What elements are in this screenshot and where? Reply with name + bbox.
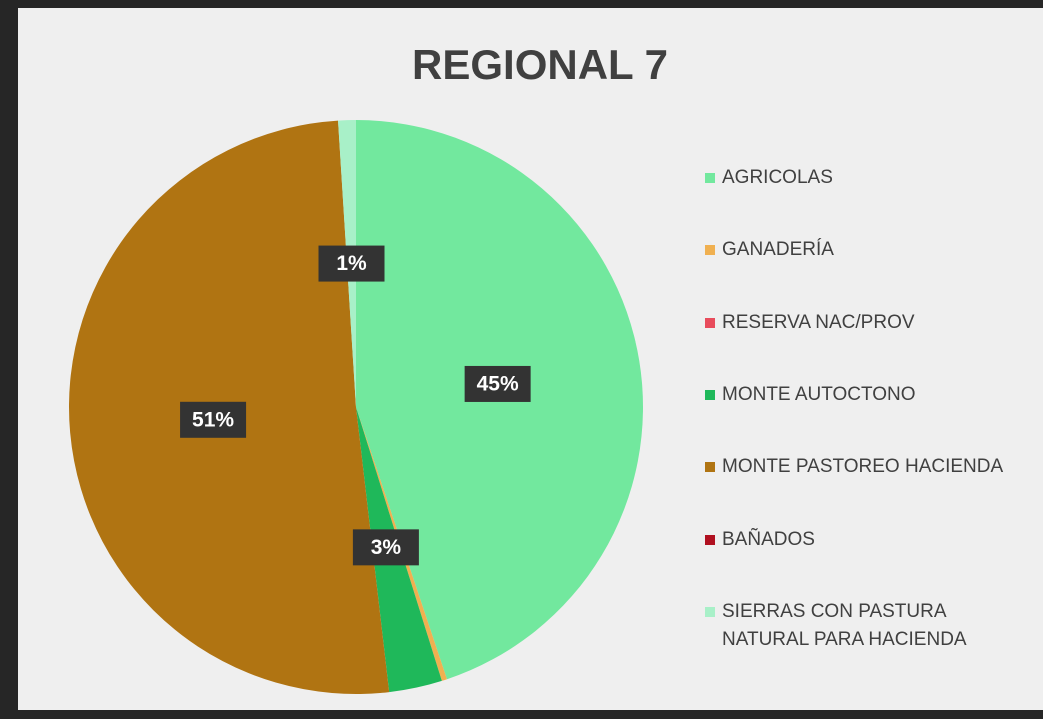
legend-swatch: [705, 534, 715, 545]
legend-label: AGRICOLAS: [722, 167, 833, 188]
pie-slice: [338, 120, 356, 407]
data-label-box: [352, 529, 419, 566]
legend-item: RESERVA NAC/PROV: [705, 312, 1027, 337]
data-label-box: [180, 401, 247, 438]
legend-item: MONTE PASTOREO HACIENDA: [705, 456, 1027, 481]
data-label: 45%: [477, 372, 519, 395]
data-label-box: [318, 245, 385, 282]
legend-label: BAÑADOS: [722, 528, 815, 550]
legend-item: GANADERÍA: [705, 239, 1027, 264]
data-label-box: [464, 365, 531, 402]
legend-swatch: [705, 317, 715, 328]
legend-label: RESERVA NAC/PROV: [722, 311, 915, 333]
legend-label: MONTE AUTOCTONO: [722, 383, 916, 405]
data-label: 1%: [336, 252, 367, 275]
legend-swatch: [705, 173, 715, 183]
legend-item: MONTE AUTOCTONO: [705, 384, 1027, 409]
legend-swatch: [705, 389, 715, 400]
chart-title: REGIONAL 7: [412, 41, 668, 88]
legend-label: MONTE PASTOREO HACIENDA: [722, 456, 1004, 478]
data-label: 3%: [371, 536, 402, 559]
legend-label: GANADERÍA: [722, 239, 834, 261]
legend-item: BAÑADOS: [705, 529, 1027, 554]
legend-item: AGRICOLAS: [705, 167, 1027, 192]
legend-swatch: [705, 606, 715, 617]
legend-swatch: [705, 245, 715, 256]
legend-label: SIERRAS CON PASTURA NATURAL PARA HACIEND…: [722, 600, 967, 650]
data-label: 51%: [192, 408, 234, 431]
legend-item: SIERRAS CON PASTURA NATURAL PARA HACIEND…: [705, 601, 1027, 654]
legend-swatch: [705, 462, 715, 473]
